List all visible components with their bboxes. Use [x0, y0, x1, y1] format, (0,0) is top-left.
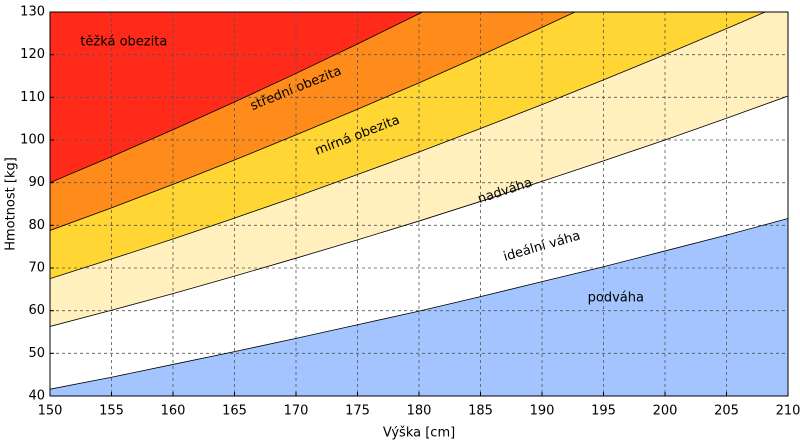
x-axis-label: Výška [cm] — [383, 426, 455, 441]
boundary-line — [50, 12, 576, 231]
boundary-line — [50, 12, 767, 280]
x-tick-label: 190 — [530, 404, 555, 419]
plot-area — [50, 12, 788, 396]
x-tick-label: 175 — [345, 404, 370, 419]
y-tick-label: 70 — [28, 261, 45, 276]
boundary-line — [50, 12, 424, 184]
y-tick-label: 50 — [28, 346, 45, 361]
y-tick-label: 100 — [20, 133, 45, 148]
x-tick-label: 205 — [714, 404, 739, 419]
x-tick-label: 185 — [468, 404, 493, 419]
x-tick-label: 165 — [222, 404, 247, 419]
y-tick-label: 60 — [28, 303, 45, 318]
y-tick-label: 80 — [28, 218, 45, 233]
band-label: podváha — [588, 290, 644, 305]
y-tick-label: 110 — [20, 90, 45, 105]
x-tick-label: 180 — [407, 404, 432, 419]
boundary-line — [50, 218, 788, 390]
y-tick-label: 90 — [28, 175, 45, 190]
band — [50, 12, 576, 231]
band-label: těžká obezita — [80, 34, 167, 49]
boundary-line — [50, 95, 788, 327]
x-tick-label: 195 — [591, 404, 616, 419]
x-tick-label: 170 — [284, 404, 309, 419]
x-tick-label: 155 — [99, 404, 124, 419]
y-axis-label: Hmotnost [kg] — [4, 157, 19, 251]
band — [50, 12, 766, 279]
y-tick-label: 40 — [28, 389, 45, 404]
x-tick-label: 200 — [653, 404, 678, 419]
x-tick-label: 150 — [38, 404, 63, 419]
y-tick-label: 130 — [20, 5, 45, 20]
x-tick-label: 210 — [776, 404, 800, 419]
y-tick-label: 120 — [20, 47, 45, 62]
x-tick-label: 160 — [161, 404, 186, 419]
